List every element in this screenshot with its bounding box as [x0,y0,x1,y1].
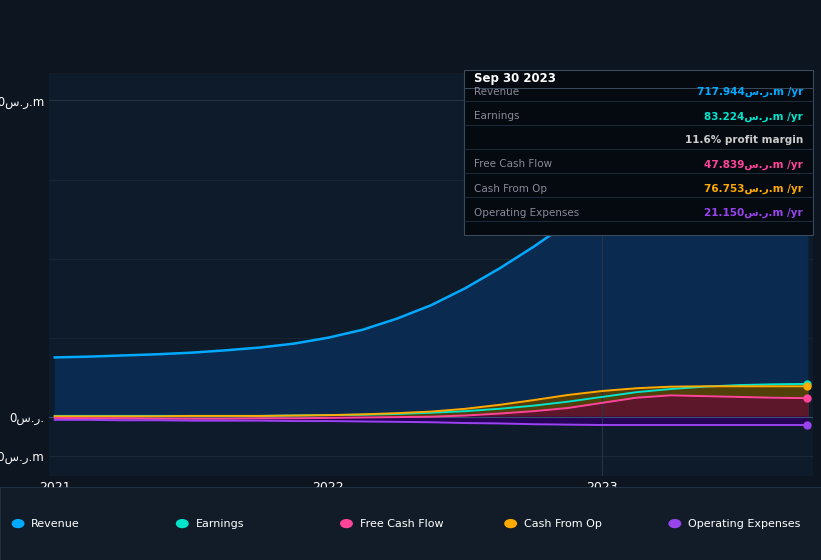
Text: Revenue: Revenue [474,87,519,97]
Text: 11.6% profit margin: 11.6% profit margin [685,136,803,146]
Text: 47.839س.ر.m /yr: 47.839س.ر.m /yr [704,160,803,170]
Text: Free Cash Flow: Free Cash Flow [360,519,443,529]
Text: Operating Expenses: Operating Expenses [688,519,800,529]
Text: Operating Expenses: Operating Expenses [474,208,579,218]
Text: Sep 30 2023: Sep 30 2023 [474,72,556,85]
Text: 83.224س.ر.m /yr: 83.224س.ر.m /yr [704,111,803,122]
Text: Revenue: Revenue [31,519,80,529]
Text: Cash From Op: Cash From Op [474,184,547,194]
Text: 717.944س.ر.m /yr: 717.944س.ر.m /yr [697,87,803,97]
Text: Free Cash Flow: Free Cash Flow [474,160,552,170]
Text: Cash From Op: Cash From Op [524,519,602,529]
Text: 21.150س.ر.m /yr: 21.150س.ر.m /yr [704,208,803,218]
Text: Earnings: Earnings [474,111,519,122]
Text: 76.753س.ر.m /yr: 76.753س.ر.m /yr [704,184,803,194]
Text: Earnings: Earnings [195,519,244,529]
